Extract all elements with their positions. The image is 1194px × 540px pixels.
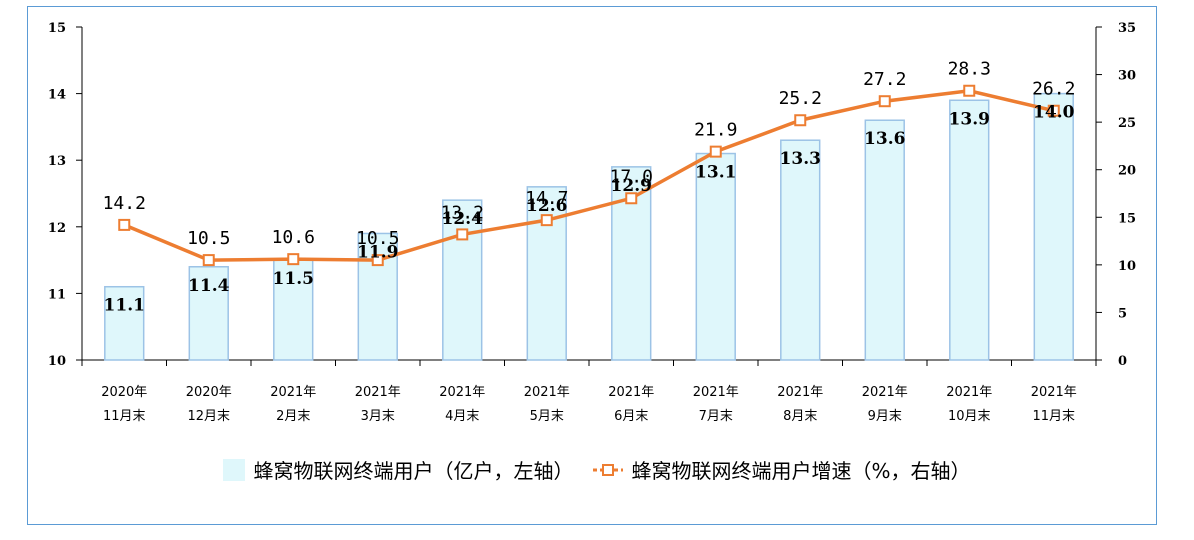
- bar-data-label: 13.6: [864, 129, 905, 149]
- growth-line: [123, 88, 1055, 262]
- x-tick-label: 2021年: [862, 385, 908, 400]
- x-tick-label: 2021年: [946, 385, 992, 400]
- line-data-label: 26.2: [1032, 79, 1075, 100]
- legend-bar-swatch: [223, 458, 246, 481]
- x-tick-label: 2020年: [186, 385, 232, 400]
- line-marker: [456, 228, 469, 241]
- bar: [188, 266, 229, 361]
- x-tick-label: 2021年: [777, 385, 823, 400]
- bar-data-label: 12.4: [442, 209, 484, 229]
- legend-line-label: 蜂窝物联网终端用户增速（%，右轴）: [631, 459, 971, 483]
- x-tick-label: 2021年: [608, 385, 654, 400]
- line-data-label: 10.5: [356, 228, 399, 249]
- bar-data-label: 11.5: [273, 269, 314, 289]
- line-data-label: 21.9: [694, 120, 737, 141]
- line-marker: [371, 254, 384, 267]
- right-tick-label: 15: [1118, 211, 1136, 226]
- bar: [864, 119, 905, 361]
- x-tick-label: 2020年: [101, 385, 147, 400]
- line-data-label: 13.2: [441, 202, 484, 223]
- x-tick-label: 2021年: [270, 385, 316, 400]
- legend-item-bar: 蜂窝物联网终端用户（亿户，左轴）: [223, 455, 573, 484]
- right-tick-label: 20: [1118, 164, 1136, 179]
- bar-data-label: 12.6: [526, 196, 567, 216]
- bar: [695, 152, 736, 361]
- left-tick-label: 14: [48, 88, 66, 103]
- x-tick-label: 11月末: [1032, 409, 1075, 424]
- x-tick-label: 5月末: [530, 409, 564, 424]
- right-tick-label: 10: [1118, 259, 1136, 274]
- line-data-label: 28.3: [948, 59, 991, 80]
- bar-data-label: 11.4: [188, 276, 230, 296]
- bar-data-label: 13.1: [695, 163, 736, 183]
- bar: [442, 199, 483, 361]
- line-marker: [118, 218, 131, 231]
- x-tick-label: 12月末: [187, 409, 230, 424]
- line-marker: [709, 145, 722, 158]
- right-tick-label: 0: [1118, 354, 1127, 369]
- chart-frame: [27, 6, 1157, 525]
- line-marker: [878, 95, 891, 108]
- legend-bar-label: 蜂窝物联网终端用户（亿户，左轴）: [253, 459, 574, 483]
- line-marker: [287, 253, 300, 266]
- line-marker: [1047, 104, 1060, 117]
- right-tick-label: 25: [1118, 116, 1136, 131]
- x-tick-label: 2021年: [355, 385, 401, 400]
- left-tick-label: 10: [48, 354, 66, 369]
- x-tick-label: 6月末: [614, 409, 648, 424]
- bar: [1033, 92, 1074, 361]
- line-data-label: 14.7: [525, 188, 568, 209]
- bar: [780, 139, 821, 361]
- line-marker: [794, 114, 807, 127]
- line-marker: [202, 254, 215, 267]
- line-marker: [963, 84, 976, 97]
- bar-data-label: 13.9: [949, 109, 990, 129]
- line-data-label: 17.0: [610, 166, 653, 187]
- line-data-label: 14.2: [103, 193, 146, 214]
- left-tick-label: 13: [48, 154, 66, 169]
- legend-line-swatch: [593, 463, 624, 476]
- x-tick-label: 7月末: [699, 409, 733, 424]
- line-data-label: 27.2: [863, 69, 906, 90]
- right-tick-label: 30: [1118, 69, 1136, 84]
- right-tick-label: 5: [1118, 306, 1127, 321]
- x-tick-label: 2021年: [1031, 385, 1077, 400]
- bar-data-label: 11.9: [357, 242, 398, 262]
- line-data-label: 25.2: [779, 88, 822, 109]
- x-tick-label: 4月末: [445, 409, 479, 424]
- left-tick-label: 12: [48, 221, 66, 236]
- left-tick-label: 11: [48, 287, 66, 302]
- x-tick-label: 8月末: [783, 409, 817, 424]
- left-tick-label: 15: [48, 21, 66, 36]
- bar: [949, 99, 990, 361]
- legend: 蜂窝物联网终端用户（亿户，左轴） 蜂窝物联网终端用户增速（%，右轴）: [0, 455, 1194, 484]
- x-tick-label: 2021年: [693, 385, 739, 400]
- x-tick-label: 2021年: [439, 385, 485, 400]
- bar-data-label: 12.9: [611, 176, 652, 196]
- line-marker: [540, 214, 553, 227]
- bar-data-label: 11.1: [104, 296, 145, 316]
- x-tick-label: 2021年: [524, 385, 570, 400]
- x-tick-label: 2月末: [276, 409, 310, 424]
- legend-item-line: 蜂窝物联网终端用户增速（%，右轴）: [593, 455, 971, 484]
- x-tick-label: 9月末: [868, 409, 902, 424]
- x-tick-label: 10月末: [948, 409, 991, 424]
- bar: [104, 285, 145, 361]
- line-marker: [625, 192, 638, 205]
- x-tick-label: 11月末: [103, 409, 146, 424]
- line-data-label: 10.6: [272, 227, 315, 248]
- bar-data-label: 14.0: [1033, 103, 1075, 123]
- x-tick-label: 3月末: [361, 409, 395, 424]
- bar-data-label: 13.3: [780, 149, 821, 169]
- line-data-label: 10.5: [187, 228, 230, 249]
- right-tick-label: 35: [1118, 21, 1136, 36]
